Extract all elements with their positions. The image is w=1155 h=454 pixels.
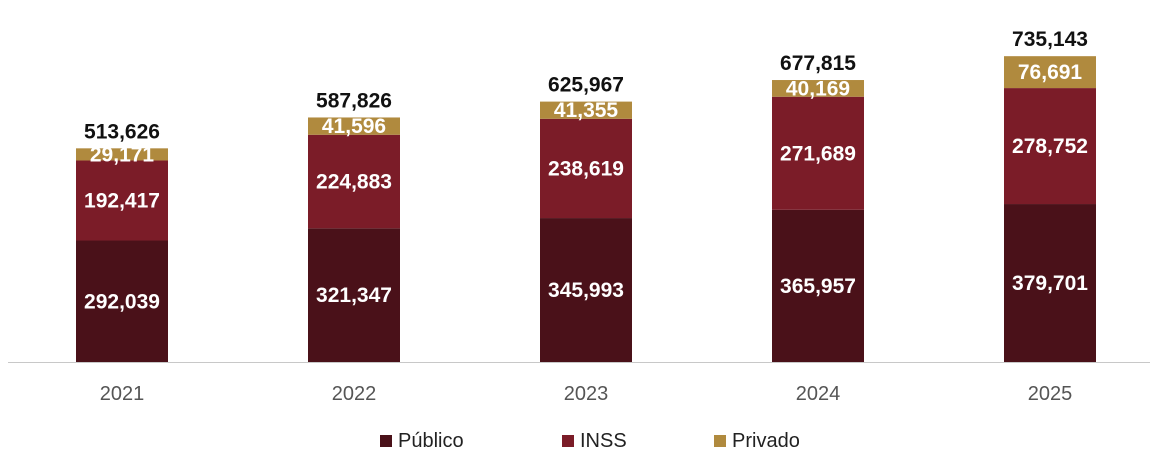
bar-inss-2025 (1004, 88, 1096, 205)
bar-p-blico-2021 (76, 240, 168, 362)
bar-privado-2022 (308, 117, 400, 135)
bar-p-blico-2025 (1004, 204, 1096, 362)
data-label-privado-2023: 41,355 (554, 99, 619, 122)
data-label-p-blico-2024: 365,957 (780, 275, 856, 298)
legend-label-inss: INSS (580, 430, 627, 452)
legend-swatch-p-blico (380, 435, 392, 447)
total-label-2025: 735,143 (1012, 28, 1088, 51)
data-label-privado-2021: 29,171 (90, 143, 155, 166)
bar-p-blico-2023 (540, 218, 632, 362)
data-label-p-blico-2022: 321,347 (316, 284, 392, 307)
data-label-privado-2024: 40,169 (786, 77, 850, 100)
bar-inss-2021 (76, 160, 168, 241)
data-label-privado-2022: 41,596 (322, 115, 386, 138)
data-label-p-blico-2025: 379,701 (1012, 272, 1088, 295)
bar-privado-2024 (772, 80, 864, 97)
bar-privado-2021 (76, 148, 168, 161)
bar-privado-2025 (1004, 56, 1096, 89)
legend-label-p-blico: Público (398, 430, 464, 452)
bar-p-blico-2022 (308, 228, 400, 362)
data-label-inss-2025: 278,752 (1012, 135, 1088, 158)
x-tick-label-2024: 2024 (796, 383, 841, 405)
x-tick-label-2025: 2025 (1028, 383, 1073, 405)
data-label-inss-2024: 271,689 (780, 142, 856, 165)
total-label-2024: 677,815 (780, 52, 856, 75)
data-label-inss-2022: 224,883 (316, 171, 392, 194)
x-tick-label-2022: 2022 (332, 383, 377, 405)
data-label-privado-2025: 76,691 (1018, 61, 1083, 84)
legend-swatch-inss (562, 435, 574, 447)
bar-inss-2024 (772, 96, 864, 210)
total-label-2022: 587,826 (316, 89, 392, 112)
bar-inss-2023 (540, 118, 632, 219)
x-tick-label-2021: 2021 (100, 383, 145, 405)
bar-privado-2023 (540, 101, 632, 119)
data-label-inss-2023: 238,619 (548, 157, 624, 180)
total-label-2021: 513,626 (84, 120, 160, 143)
data-label-inss-2021: 192,417 (84, 189, 160, 212)
data-label-p-blico-2021: 292,039 (84, 290, 160, 313)
bar-p-blico-2024 (772, 209, 864, 362)
total-label-2023: 625,967 (548, 74, 624, 97)
bar-inss-2022 (308, 134, 400, 229)
x-tick-label-2023: 2023 (564, 383, 609, 405)
legend-label-privado: Privado (732, 430, 800, 452)
data-label-p-blico-2023: 345,993 (548, 279, 624, 302)
legend-swatch-privado (714, 435, 726, 447)
